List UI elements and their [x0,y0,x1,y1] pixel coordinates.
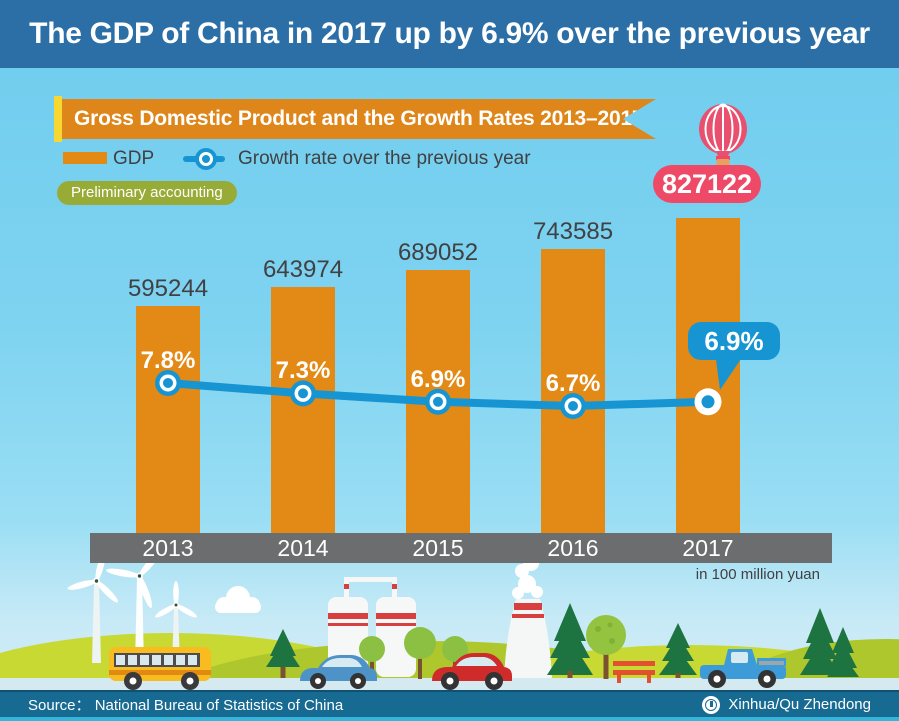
x-axis-label-2014: 2014 [277,535,329,561]
credit: Xinhua/Qu Zhendong [702,695,871,714]
preliminary-accounting-badge: Preliminary accounting [57,181,237,205]
hot-air-balloon-icon [699,103,747,167]
gdp-value-label: 643974 [262,256,344,283]
chart-title: Gross Domestic Product and the Growth Ra… [74,107,644,130]
gdp-bar-2015 [406,270,470,545]
pine-tree-icon [266,603,859,678]
x-axis-label-2016: 2016 [547,535,599,561]
x-axis-label-2017: 2017 [682,535,734,561]
legend-growth-label: Growth rate over the previous year [238,148,531,169]
bus-icon [109,647,211,690]
source-text: Source： National Bureau of Statistics of… [28,697,344,714]
gdp-value-label: 595244 [127,275,209,302]
car-icon [300,655,377,689]
page-title: The GDP of China in 2017 up by 6.9% over… [29,17,870,50]
growth-rate-label: 6.7% [545,370,601,397]
round-tree-icon [359,615,626,679]
xinhua-logo-icon [702,695,721,714]
red-car-icon [432,653,512,690]
cloud-icon [215,586,261,613]
growth-highlight-bubble: 6.9% [688,322,780,360]
header-banner: The GDP of China in 2017 up by 6.9% over… [0,0,899,68]
legend-gdp-swatch [63,152,107,164]
x-axis-label-2013: 2013 [142,535,194,561]
legend-line-marker [195,148,217,170]
gdp-bar-2013 [136,306,200,545]
pickup-truck-icon [700,649,786,688]
gdp-value-label: 689052 [397,239,479,266]
landscape-scene [0,553,899,690]
gdp-bar-2017 [676,218,740,545]
cooling-tower-icon [504,553,552,678]
x-axis-band [90,533,832,563]
credit-text: Xinhua/Qu Zhendong [728,696,871,713]
footer-bar: Source： National Bureau of Statistics of… [0,690,899,717]
chart-title-ribbon: Gross Domestic Product and the Growth Ra… [62,99,656,139]
growth-rate-label: 7.3% [275,357,331,384]
gdp-highlight-badge: 827122 [653,165,761,203]
legend-gdp-label: GDP [113,148,155,169]
growth-rate-label: 6.9% [410,366,466,393]
bottom-accent-strip [0,717,899,721]
unit-note: in 100 million yuan [695,566,820,583]
x-axis-label-2015: 2015 [412,535,464,561]
gdp-bar-2014 [271,287,335,545]
growth-rate-label: 7.8% [140,347,196,374]
ribbon-accent-stripe [54,96,62,142]
gdp-value-label: 743585 [532,218,614,245]
bench-icon [613,661,655,683]
